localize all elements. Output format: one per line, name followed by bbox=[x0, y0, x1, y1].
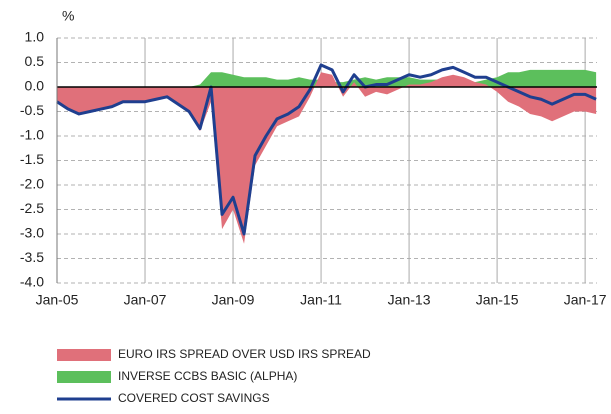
area bbox=[57, 72, 597, 244]
y-tick-label: -3.0 bbox=[20, 225, 44, 241]
line bbox=[56, 63, 597, 236]
y-tick-label: 1.0 bbox=[25, 29, 45, 45]
legend-label: COVERED COST SAVINGS bbox=[118, 391, 270, 405]
x-tick-label: Jan-05 bbox=[36, 292, 79, 308]
y-axis-unit: % bbox=[62, 8, 74, 24]
y-tick-label: -1.5 bbox=[20, 151, 44, 167]
x-tick-label: Jan-11 bbox=[300, 292, 342, 308]
y-tick-label: 0.5 bbox=[25, 53, 45, 69]
x-tick-label: Jan-15 bbox=[476, 292, 519, 308]
y-tick-label: -3.5 bbox=[20, 249, 44, 265]
x-tick-label: Jan-07 bbox=[124, 292, 167, 308]
y-tick-label: -2.0 bbox=[20, 176, 44, 192]
legend-label: EURO IRS SPREAD OVER USD IRS SPREAD bbox=[118, 347, 371, 361]
legend-swatch bbox=[57, 349, 111, 361]
y-tick-label: -1.0 bbox=[20, 127, 44, 143]
y-tick-label: 0.0 bbox=[25, 78, 45, 94]
y-tick-label: -4.0 bbox=[20, 274, 44, 290]
legend-swatch bbox=[57, 371, 111, 383]
x-tick-label: Jan-17 bbox=[564, 292, 607, 308]
x-tick-label: Jan-09 bbox=[212, 292, 255, 308]
y-tick-label: -0.5 bbox=[20, 102, 44, 118]
x-tick-label: Jan-13 bbox=[388, 292, 431, 308]
y-tick-label: -2.5 bbox=[20, 200, 44, 216]
legend-label: INVERSE CCBS BASIC (ALPHA) bbox=[118, 369, 297, 383]
